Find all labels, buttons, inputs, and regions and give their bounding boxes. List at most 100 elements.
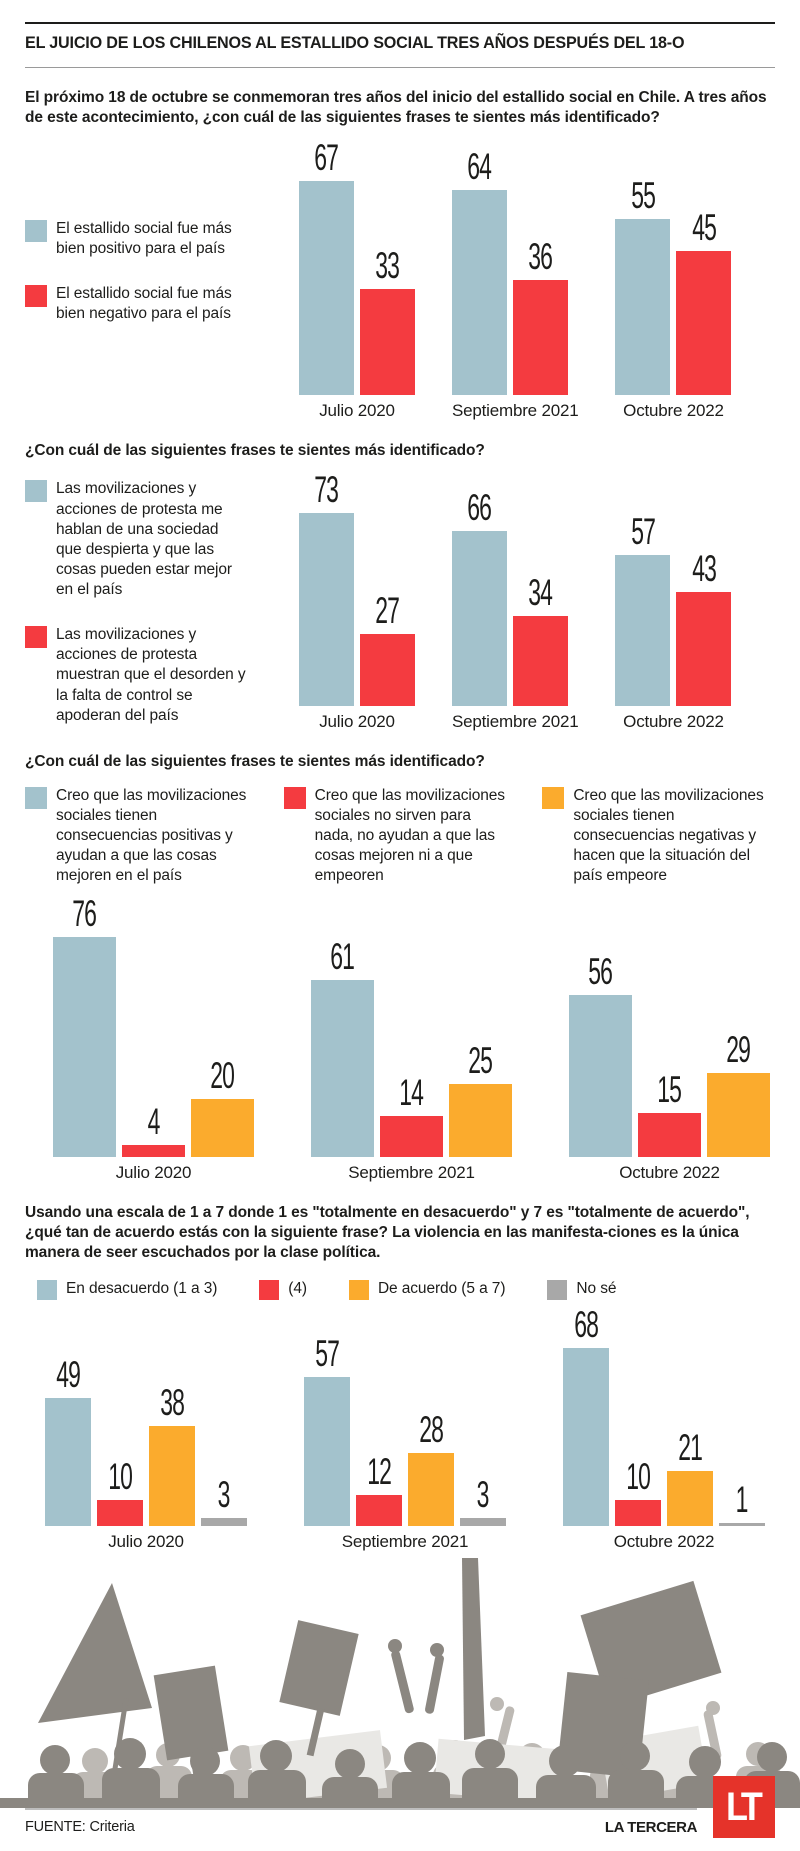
legend-label: (4) — [288, 1279, 307, 1297]
category-label: Julio 2020 — [319, 400, 395, 420]
bar-column: 55 — [615, 177, 671, 395]
bar-value-label: 12 — [367, 1450, 392, 1492]
bar-column: 1 — [719, 1481, 765, 1526]
chart-legend: El estallido social fue más bien positiv… — [25, 133, 255, 421]
bar-value-label: 34 — [528, 572, 554, 614]
bar — [452, 189, 507, 395]
legend-item: Las movilizaciones y acciones de protest… — [25, 479, 255, 600]
category-label: Julio 2020 — [115, 1162, 192, 1182]
chart-legend: Creo que las movilizaciones sociales tie… — [25, 786, 775, 887]
bar-value-label: 61 — [330, 935, 356, 977]
bar — [122, 1144, 185, 1157]
footer-divider — [25, 1807, 697, 1810]
protest-crowd-svg — [0, 1557, 800, 1812]
bar-column: 21 — [667, 1429, 713, 1526]
bar-column: 4 — [122, 1103, 185, 1157]
bar-column: 33 — [360, 247, 415, 395]
la-tercera-logo: LT — [713, 1775, 775, 1838]
bar — [513, 279, 568, 395]
chart-group: 66 34 Septiembre 2021 — [452, 487, 579, 732]
chart-group: 55 45 Octubre 2022 — [615, 177, 732, 421]
bar-value-label: 3 — [218, 1473, 231, 1515]
bar-value-label: 29 — [726, 1028, 752, 1070]
legend-item: De acuerdo (5 a 7) — [348, 1279, 505, 1300]
category-label: Septiembre 2021 — [341, 1531, 469, 1551]
bar — [667, 1470, 713, 1526]
chart-group: 64 36 Septiembre 2021 — [452, 148, 579, 421]
bar-column: 15 — [638, 1071, 701, 1157]
bar — [311, 979, 374, 1157]
category-label: Septiembre 2021 — [452, 400, 579, 420]
bar — [707, 1072, 770, 1157]
bar-chart-4: En desacuerdo (1 a 3) (4) De acuerdo (5 a … — [25, 1279, 775, 1552]
category-label: Julio 2020 — [108, 1531, 184, 1551]
bar-value-label: 27 — [375, 590, 401, 632]
bar-value-label: 25 — [468, 1039, 494, 1081]
bar — [191, 1098, 254, 1157]
legend-item: Creo que las movilizaciones sociales no … — [283, 786, 517, 887]
chart-group: 73 27 Julio 2020 — [299, 471, 415, 732]
chart-group: 67 33 Julio 2020 — [299, 139, 415, 421]
bar-value-label: 43 — [692, 548, 717, 590]
chart-group: 56 15 29 Octubre 2022 — [569, 953, 770, 1183]
bar-column: 25 — [449, 1042, 512, 1157]
legend-item: El estallido social fue más bien positiv… — [25, 219, 255, 259]
bar-column: 61 — [311, 938, 374, 1157]
bar-column: 10 — [615, 1458, 661, 1526]
legend-swatch — [25, 285, 47, 308]
bar-value-label: 57 — [631, 511, 656, 553]
bar-column: 45 — [676, 206, 732, 395]
legend-label: No sé — [576, 1279, 617, 1297]
bar — [513, 616, 568, 707]
legend-swatch — [542, 786, 565, 809]
legend-label: Las movilizaciones y acciones de protest… — [56, 480, 232, 599]
legend-swatch — [547, 1279, 568, 1300]
bar-column: 57 — [304, 1335, 350, 1526]
brand-name: LA TERCERA — [604, 1818, 698, 1836]
bar-value-label: 45 — [692, 206, 717, 248]
legend-swatch — [37, 1279, 57, 1300]
bar-value-label: 68 — [574, 1303, 599, 1345]
bar-value-label: 15 — [657, 1068, 683, 1110]
bar — [299, 513, 354, 707]
sub-rule — [25, 67, 775, 68]
bar — [380, 1115, 443, 1157]
bar-value-label: 36 — [528, 235, 554, 277]
legend-item: (4) — [259, 1279, 307, 1300]
bar-value-label: 56 — [588, 950, 614, 992]
bar-column: 36 — [513, 238, 568, 395]
legend-label: Las movilizaciones y acciones de protest… — [56, 626, 246, 724]
bar-value-label: 67 — [314, 136, 340, 178]
bar-value-label: 66 — [467, 487, 493, 529]
bar — [563, 1347, 609, 1526]
bar-value-label: 28 — [419, 1408, 444, 1450]
bar — [53, 936, 116, 1157]
category-label: Octubre 2022 — [613, 1531, 715, 1551]
bar-value-label: 14 — [399, 1071, 425, 1113]
bar-column: 73 — [299, 471, 354, 707]
legend-swatch — [25, 219, 47, 242]
bar-column: 34 — [513, 572, 568, 707]
legend-label: Creo que las movilizaciones sociales tie… — [56, 786, 247, 885]
bar-column: 38 — [149, 1384, 195, 1526]
bar-column: 28 — [408, 1411, 454, 1526]
bar-column: 43 — [676, 548, 732, 707]
bar-value-label: 38 — [160, 1381, 185, 1423]
bar-chart-2: Las movilizaciones y acciones de protest… — [25, 465, 775, 732]
legend-item: Creo que las movilizaciones sociales tie… — [542, 786, 775, 887]
bar-column: 20 — [191, 1057, 254, 1157]
bar-column: 27 — [360, 590, 415, 707]
bar-value-label: 57 — [315, 1332, 340, 1374]
legend-swatch — [348, 1279, 369, 1300]
chart-group: 68 10 21 1 Octubre 2022 — [563, 1306, 765, 1552]
bar — [676, 592, 732, 707]
bar — [569, 994, 632, 1157]
survey-section-4: Usando una escala de 1 a 7 donde 1 es "t… — [25, 1203, 775, 1552]
bar-column: 49 — [45, 1356, 91, 1526]
chart-group: 49 10 38 3 Julio 2020 — [45, 1356, 247, 1552]
category-label: Octubre 2022 — [623, 400, 724, 420]
bar-column: 10 — [97, 1458, 143, 1526]
header: EL JUICIO DE LOS CHILENOS AL ESTALLIDO S… — [25, 22, 775, 68]
legend-label: Creo que las movilizaciones sociales tie… — [573, 786, 764, 885]
